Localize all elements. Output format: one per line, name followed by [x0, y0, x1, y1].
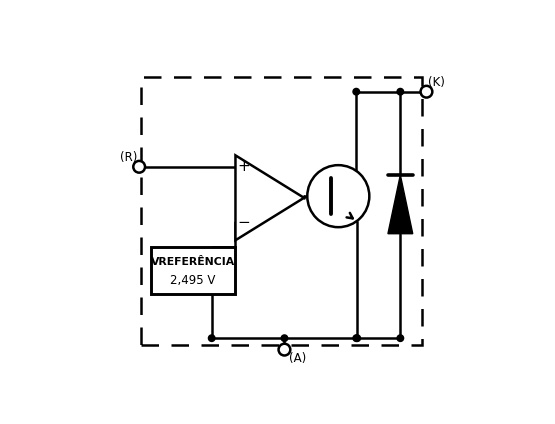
Circle shape [209, 335, 215, 341]
Bar [150, 247, 235, 294]
Polygon shape [388, 175, 413, 234]
Circle shape [281, 335, 287, 341]
Text: (K): (K) [428, 76, 445, 89]
Bar [141, 77, 422, 345]
Text: 2,495 V: 2,495 V [170, 274, 216, 287]
Text: −: − [237, 215, 250, 230]
Text: (R): (R) [120, 151, 138, 164]
Circle shape [279, 344, 290, 355]
Text: +: + [237, 159, 250, 174]
Circle shape [397, 335, 403, 341]
Text: VREFERÊNCIA: VREFERÊNCIA [151, 257, 235, 267]
Polygon shape [235, 155, 304, 240]
Circle shape [354, 335, 361, 341]
Circle shape [397, 89, 403, 95]
Circle shape [421, 86, 432, 98]
Circle shape [353, 89, 360, 95]
Text: (A): (A) [289, 352, 306, 365]
Circle shape [307, 165, 369, 227]
Circle shape [133, 161, 145, 173]
Circle shape [353, 335, 360, 341]
